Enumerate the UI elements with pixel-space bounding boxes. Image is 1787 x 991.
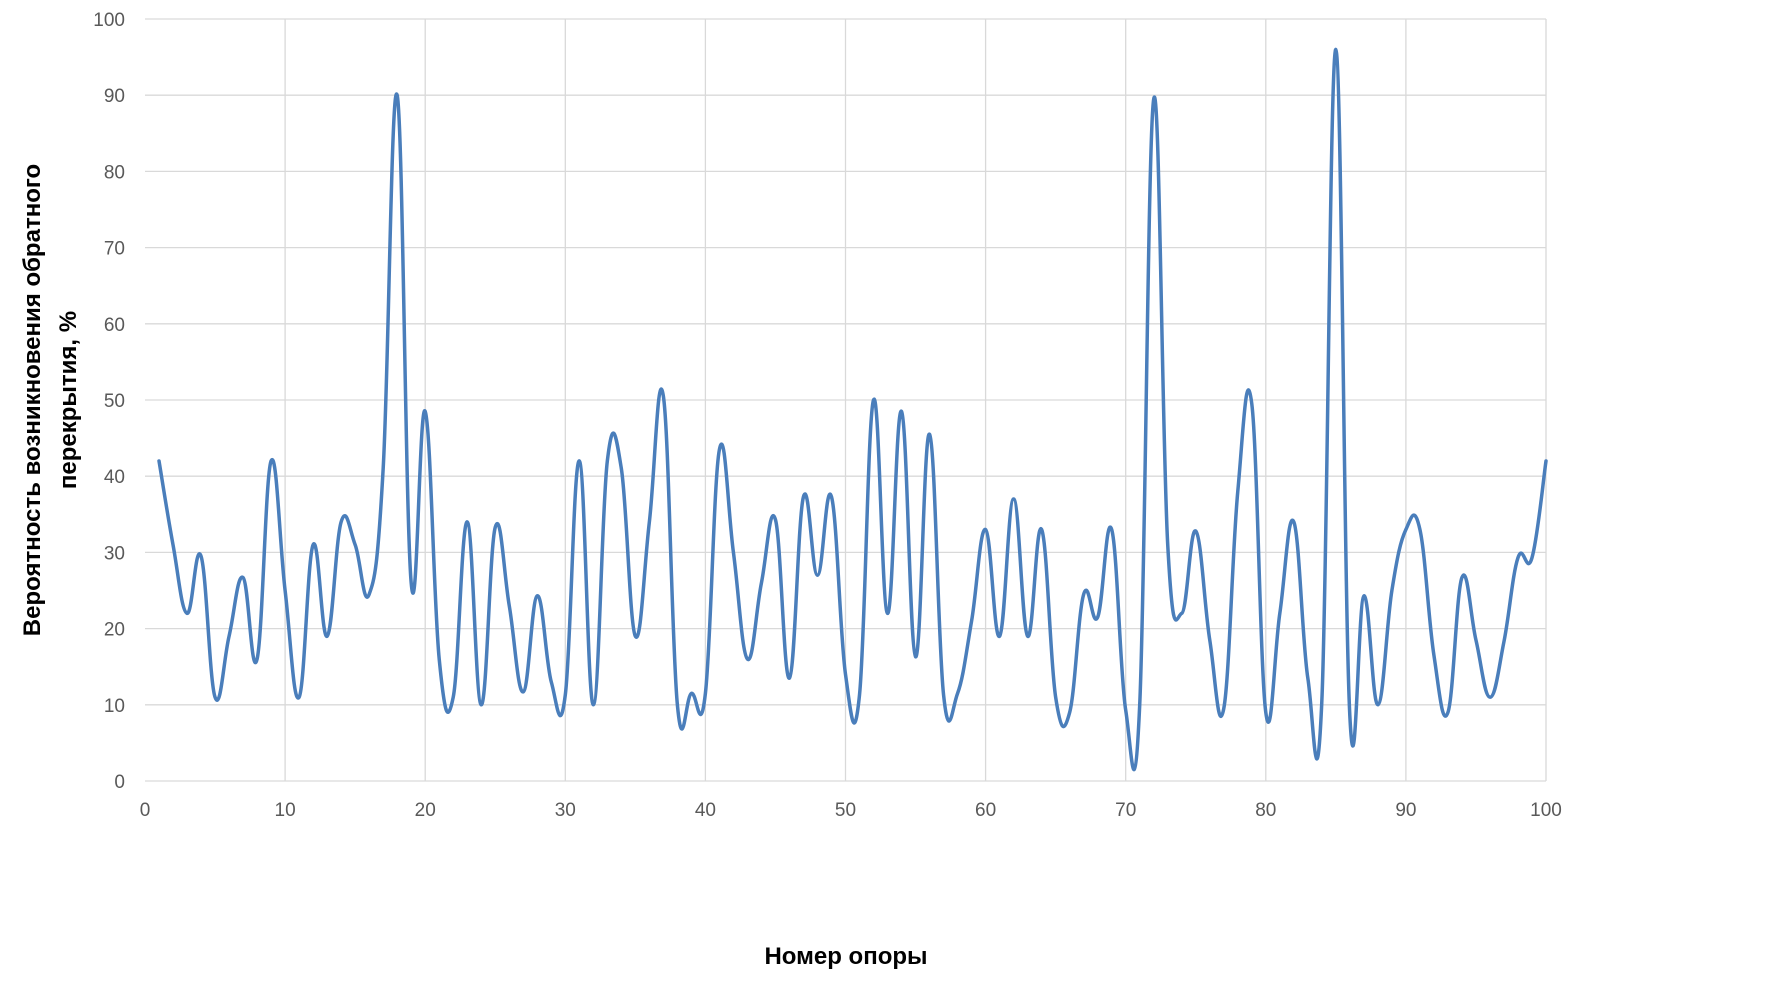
- x-tick-label: 0: [140, 800, 151, 821]
- x-tick-label: 100: [1530, 800, 1562, 821]
- y-tick-label: 90: [104, 86, 125, 107]
- y-tick-label: 50: [104, 391, 125, 412]
- x-axis-title: Номер опоры: [764, 943, 927, 970]
- x-tick-label: 70: [1115, 800, 1136, 821]
- x-tick-label: 30: [555, 800, 576, 821]
- x-tick-label: 20: [415, 800, 436, 821]
- y-axis-title-line-1: Вероятность возникновения обратного: [19, 164, 46, 636]
- y-tick-label: 70: [104, 239, 125, 260]
- y-tick-label: 100: [93, 10, 125, 31]
- y-tick-label: 30: [104, 543, 125, 564]
- y-tick-label: 0: [114, 772, 125, 793]
- y-tick-label: 20: [104, 620, 125, 641]
- series-line: [157, 47, 1548, 772]
- y-tick-label: 10: [104, 696, 125, 717]
- y-axis-title-line-2: перекрытия, %: [55, 311, 82, 489]
- x-tick-label: 60: [975, 800, 996, 821]
- y-tick-label: 40: [104, 467, 125, 488]
- gridlines: [145, 18, 1547, 782]
- y-axis-ticks: 0 10 20 30 40 50 60 70 80 90 100: [93, 10, 125, 793]
- x-tick-label: 90: [1395, 800, 1416, 821]
- y-tick-label: 60: [104, 315, 125, 336]
- x-tick-label: 50: [835, 800, 856, 821]
- y-axis-title: Вероятность возникновения обратного пере…: [19, 164, 82, 636]
- x-tick-label: 80: [1255, 800, 1276, 821]
- x-axis-ticks: 0 10 20 30 40 50 60 70 80 90 100: [140, 800, 1562, 821]
- x-tick-label: 40: [695, 800, 716, 821]
- y-tick-label: 80: [104, 162, 125, 183]
- x-tick-label: 10: [275, 800, 296, 821]
